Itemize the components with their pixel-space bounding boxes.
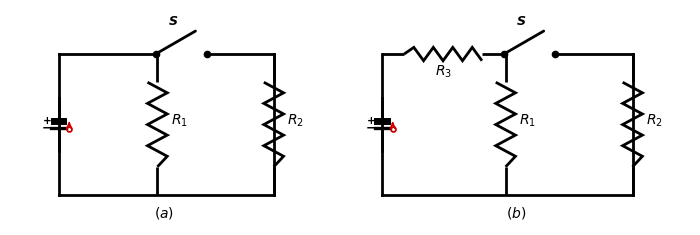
Text: +: + — [43, 116, 52, 126]
Text: $R_2$: $R_2$ — [287, 113, 304, 129]
Text: $R_3$: $R_3$ — [435, 64, 452, 80]
Text: −: − — [365, 121, 376, 134]
Text: −: − — [42, 121, 52, 134]
Text: $(a)$: $(a)$ — [155, 205, 174, 221]
Text: +: + — [367, 116, 375, 126]
Text: $R_2$: $R_2$ — [646, 113, 663, 129]
Text: S: S — [517, 15, 526, 28]
Text: $(b)$: $(b)$ — [506, 205, 526, 221]
Text: S: S — [169, 15, 178, 28]
Text: $R_1$: $R_1$ — [519, 113, 536, 129]
Text: $R_1$: $R_1$ — [171, 113, 188, 129]
